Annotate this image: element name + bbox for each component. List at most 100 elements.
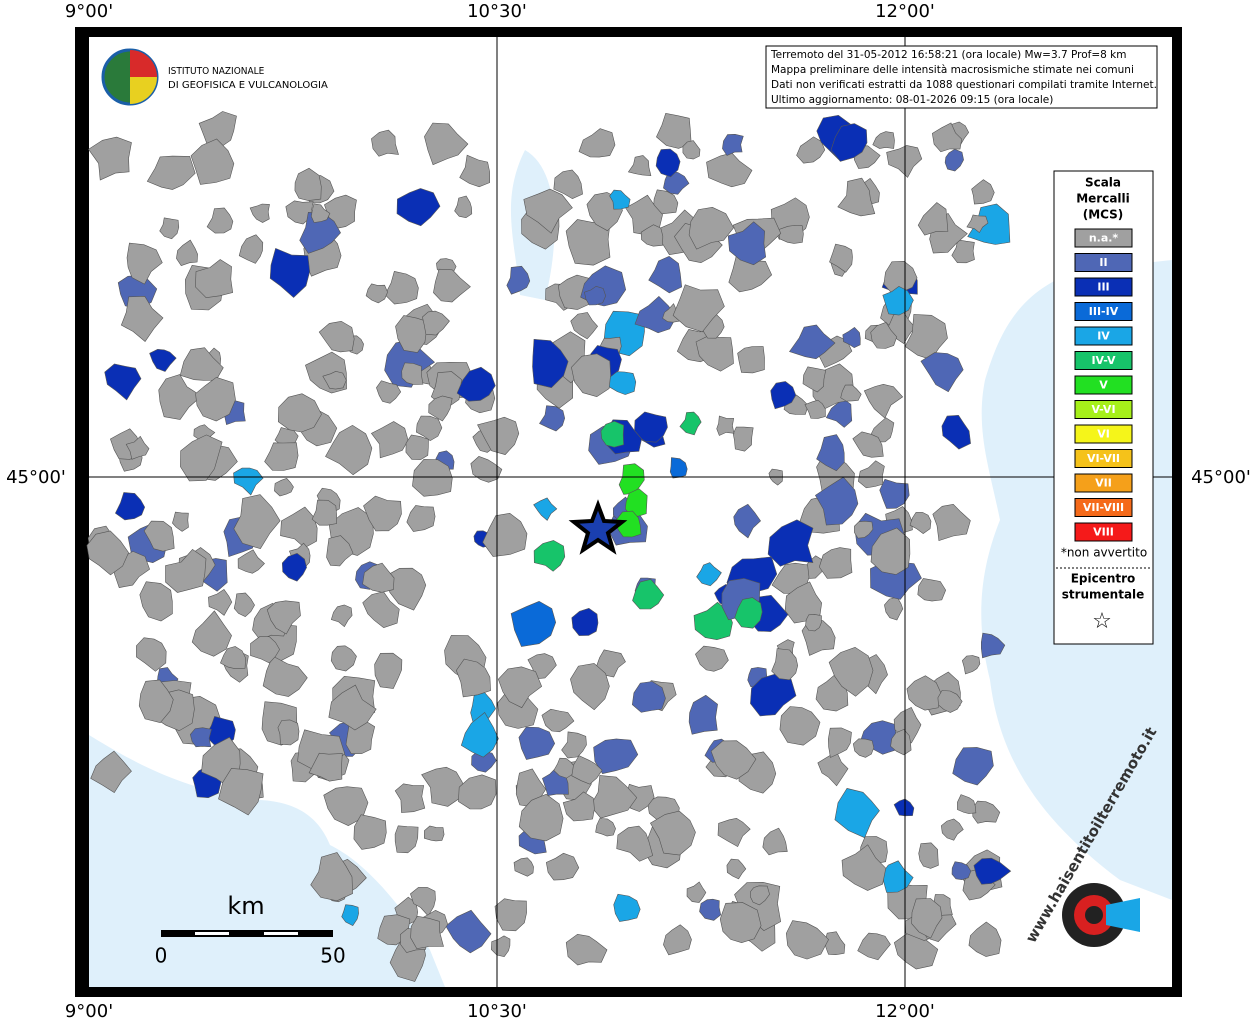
municipality xyxy=(454,195,473,219)
municipality xyxy=(541,708,575,733)
municipality xyxy=(513,857,534,877)
municipality xyxy=(726,858,747,880)
municipality xyxy=(311,499,338,526)
municipality xyxy=(872,131,895,149)
municipality xyxy=(299,211,341,254)
municipality xyxy=(663,924,692,956)
municipality xyxy=(578,128,616,158)
municipality xyxy=(906,675,942,711)
lon-label: 9°00' xyxy=(65,1001,113,1022)
municipality xyxy=(494,898,527,932)
municipality xyxy=(490,935,511,958)
municipality xyxy=(696,562,722,587)
municipality xyxy=(374,652,403,689)
municipality xyxy=(854,520,874,539)
municipality xyxy=(406,505,436,532)
municipality xyxy=(981,632,1006,659)
municipality xyxy=(370,421,409,459)
municipality xyxy=(719,902,762,944)
municipality xyxy=(371,129,399,157)
municipality xyxy=(195,259,234,299)
legend-title: Mercalli xyxy=(1076,192,1130,206)
municipality xyxy=(961,655,981,675)
municipality xyxy=(920,352,964,393)
municipality xyxy=(695,645,729,672)
lat-label: 45°00' xyxy=(6,467,66,488)
municipality xyxy=(893,798,915,817)
epicenter xyxy=(568,499,628,555)
municipality xyxy=(176,239,198,267)
municipality xyxy=(405,434,429,460)
scale-bar: km 0 50 xyxy=(155,892,346,968)
municipality xyxy=(394,783,426,813)
municipality xyxy=(968,921,1002,957)
municipality xyxy=(458,774,497,810)
municipality xyxy=(523,188,573,234)
municipality xyxy=(750,885,770,906)
logo-text: ISTITUTO NAZIONALE xyxy=(168,66,265,77)
municipality xyxy=(285,200,314,225)
municipality xyxy=(506,265,531,295)
municipality xyxy=(816,434,845,472)
municipality xyxy=(126,242,163,285)
municipality xyxy=(716,415,735,436)
municipality xyxy=(266,600,301,635)
municipality xyxy=(570,663,610,711)
municipality xyxy=(940,818,964,841)
legend: Scala Mercalli (MCS) *non avvertito Epic… xyxy=(1053,170,1154,645)
info-line: Ultimo aggiornamento: 08-01-2026 09:15 (… xyxy=(771,94,1053,106)
municipality xyxy=(262,655,308,697)
municipality xyxy=(143,520,175,552)
municipality xyxy=(840,384,862,402)
municipality xyxy=(269,247,311,298)
legend-swatch xyxy=(1074,424,1133,444)
municipality xyxy=(158,374,202,420)
municipality xyxy=(139,581,173,622)
municipality xyxy=(734,597,763,629)
municipality xyxy=(206,207,234,234)
municipality xyxy=(951,861,972,881)
municipality xyxy=(632,578,665,610)
legend-swatch xyxy=(1074,473,1133,493)
municipality xyxy=(218,768,264,816)
municipality xyxy=(562,791,595,822)
municipality xyxy=(362,591,400,629)
municipality xyxy=(86,530,129,576)
municipality xyxy=(789,324,836,360)
municipality xyxy=(590,775,638,819)
lon-label: 10°30' xyxy=(467,1001,527,1022)
municipality xyxy=(804,399,826,419)
municipality xyxy=(104,363,142,401)
municipality xyxy=(852,431,884,458)
municipality xyxy=(771,648,799,681)
legend-swatch xyxy=(1074,351,1133,370)
municipality xyxy=(237,549,265,574)
municipality xyxy=(886,145,923,178)
lon-label: 9°00' xyxy=(65,1,113,22)
municipality xyxy=(595,818,616,837)
municipality xyxy=(634,295,677,334)
municipality xyxy=(90,750,132,794)
municipality xyxy=(890,729,912,756)
municipality xyxy=(557,274,590,310)
municipality xyxy=(834,788,880,839)
municipality xyxy=(802,366,827,393)
municipality xyxy=(470,456,503,483)
municipality xyxy=(570,312,598,340)
municipality xyxy=(883,260,918,294)
legend-label: V xyxy=(1099,379,1108,392)
municipality xyxy=(477,416,520,455)
municipality xyxy=(456,366,496,402)
municipality xyxy=(663,170,690,195)
legend-swatch xyxy=(1074,522,1133,542)
municipality xyxy=(932,503,971,541)
municipality xyxy=(710,740,757,780)
municipality xyxy=(410,887,436,917)
legend-label: III xyxy=(1097,281,1109,294)
municipality xyxy=(510,600,557,647)
legend-epicenter: Epicentro xyxy=(1071,572,1136,586)
info-box: Terremoto del 31-05-2012 16:58:21 (ora l… xyxy=(765,45,1158,109)
municipality xyxy=(125,435,150,460)
municipality xyxy=(518,726,556,760)
municipality xyxy=(533,497,558,521)
